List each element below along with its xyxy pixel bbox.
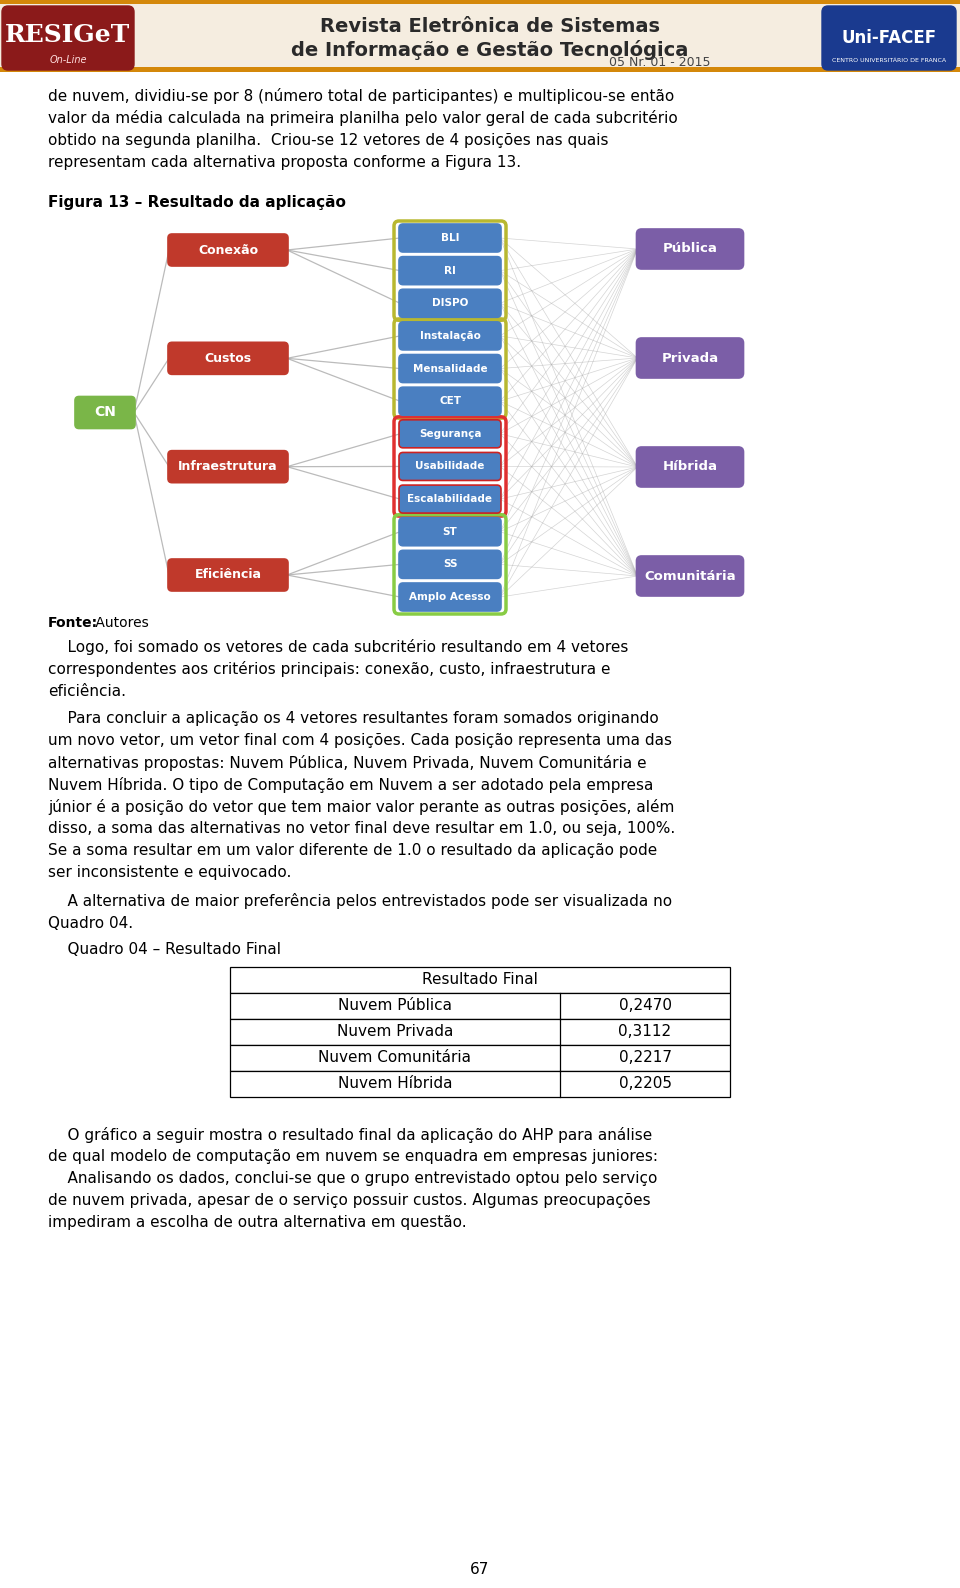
Text: Amplo Acesso: Amplo Acesso — [409, 592, 491, 602]
FancyBboxPatch shape — [399, 322, 501, 349]
Text: Resultado Final: Resultado Final — [422, 972, 538, 988]
Text: RESIGeT: RESIGeT — [6, 22, 131, 48]
Text: DISPO: DISPO — [432, 299, 468, 308]
FancyBboxPatch shape — [636, 556, 743, 596]
Text: valor da média calculada na primeira planilha pelo valor geral de cada subcritér: valor da média calculada na primeira pla… — [48, 110, 678, 125]
Text: Para concluir a aplicação os 4 vetores resultantes foram somados originando: Para concluir a aplicação os 4 vetores r… — [48, 711, 659, 726]
FancyBboxPatch shape — [399, 354, 501, 383]
Text: SS: SS — [443, 559, 457, 570]
Text: Custos: Custos — [204, 353, 252, 365]
Text: Se a soma resultar em um valor diferente de 1.0 o resultado da aplicação pode: Se a soma resultar em um valor diferente… — [48, 843, 658, 859]
Text: Analisando os dados, conclui-se que o grupo entrevistado optou pelo serviço: Analisando os dados, conclui-se que o gr… — [48, 1172, 658, 1186]
Text: 0,2217: 0,2217 — [618, 1051, 671, 1066]
Bar — [230, 992, 730, 1019]
FancyBboxPatch shape — [822, 6, 956, 70]
Text: Segurança: Segurança — [419, 429, 481, 438]
Text: disso, a soma das alternativas no vetor final deve resultar em 1.0, ou seja, 100: disso, a soma das alternativas no vetor … — [48, 821, 675, 837]
Text: obtido na segunda planilha.  Criou-se 12 vetores de 4 posições nas quais: obtido na segunda planilha. Criou-se 12 … — [48, 132, 609, 148]
Text: Figura 13 – Resultado da aplicação: Figura 13 – Resultado da aplicação — [48, 194, 346, 210]
Text: Comunitária: Comunitária — [644, 570, 735, 583]
Text: Fonte:: Fonte: — [48, 616, 98, 630]
Text: CENTRO UNIVERSITÁRIO DE FRANCA: CENTRO UNIVERSITÁRIO DE FRANCA — [832, 57, 946, 62]
Text: Uni-FACEF: Uni-FACEF — [841, 29, 937, 48]
Text: Quadro 04 – Resultado Final: Quadro 04 – Resultado Final — [48, 942, 281, 956]
Text: A alternativa de maior preferência pelos entrevistados pode ser visualizada no: A alternativa de maior preferência pelos… — [48, 892, 672, 908]
Bar — [0, 0, 960, 5]
Text: Nuvem Pública: Nuvem Pública — [338, 999, 452, 1013]
FancyBboxPatch shape — [399, 453, 501, 481]
FancyBboxPatch shape — [399, 224, 501, 252]
Bar — [230, 1019, 730, 1045]
Text: de qual modelo de computação em nuvem se enquadra em empresas juniores:: de qual modelo de computação em nuvem se… — [48, 1150, 658, 1164]
Text: BLI: BLI — [441, 233, 459, 243]
Text: Infraestrutura: Infraestrutura — [179, 461, 277, 473]
Text: um novo vetor, um vetor final com 4 posições. Cada posição representa uma das: um novo vetor, um vetor final com 4 posi… — [48, 734, 672, 748]
Text: 05 Nr. 01 - 2015: 05 Nr. 01 - 2015 — [610, 56, 710, 68]
Text: 0,3112: 0,3112 — [618, 1024, 672, 1040]
FancyBboxPatch shape — [399, 289, 501, 318]
FancyBboxPatch shape — [168, 559, 288, 591]
FancyBboxPatch shape — [168, 233, 288, 267]
FancyBboxPatch shape — [399, 518, 501, 546]
Text: Mensalidade: Mensalidade — [413, 364, 488, 373]
Text: RI: RI — [444, 265, 456, 276]
Text: impediram a escolha de outra alternativa em questão.: impediram a escolha de outra alternativa… — [48, 1215, 467, 1231]
Text: representam cada alternativa proposta conforme a Figura 13.: representam cada alternativa proposta co… — [48, 154, 521, 170]
FancyBboxPatch shape — [168, 343, 288, 375]
Text: Privada: Privada — [661, 351, 719, 365]
Text: alternativas propostas: Nuvem Pública, Nuvem Privada, Nuvem Comunitária e: alternativas propostas: Nuvem Pública, N… — [48, 754, 647, 772]
FancyBboxPatch shape — [75, 397, 135, 429]
Text: de nuvem privada, apesar de o serviço possuir custos. Algumas preocupações: de nuvem privada, apesar de o serviço po… — [48, 1194, 651, 1208]
Text: correspondentes aos critérios principais: conexão, custo, infraestrutura e: correspondentes aos critérios principais… — [48, 661, 611, 676]
Bar — [230, 1070, 730, 1097]
Bar — [0, 0, 960, 71]
Bar — [0, 67, 960, 71]
Text: júnior é a posição do vetor que tem maior valor perante as outras posições, além: júnior é a posição do vetor que tem maio… — [48, 799, 674, 815]
FancyBboxPatch shape — [399, 387, 501, 414]
Text: ser inconsistente e equivocado.: ser inconsistente e equivocado. — [48, 865, 292, 880]
FancyBboxPatch shape — [636, 229, 743, 268]
FancyBboxPatch shape — [168, 451, 288, 483]
Text: de Informação e Gestão Tecnológica: de Informação e Gestão Tecnológica — [291, 40, 688, 60]
Text: 0,2205: 0,2205 — [618, 1077, 671, 1091]
FancyBboxPatch shape — [636, 446, 743, 488]
FancyBboxPatch shape — [399, 257, 501, 284]
Text: eficiência.: eficiência. — [48, 683, 126, 699]
Text: Revista Eletrônica de Sistemas: Revista Eletrônica de Sistemas — [320, 16, 660, 35]
Text: CN: CN — [94, 405, 116, 419]
Text: Autores: Autores — [91, 616, 149, 630]
FancyBboxPatch shape — [2, 6, 134, 70]
Text: Híbrida: Híbrida — [662, 461, 717, 473]
FancyBboxPatch shape — [399, 484, 501, 513]
Text: de nuvem, dividiu-se por 8 (número total de participantes) e multiplicou-se entã: de nuvem, dividiu-se por 8 (número total… — [48, 87, 674, 103]
Text: Nuvem Híbrida: Nuvem Híbrida — [338, 1077, 452, 1091]
Text: Escalabilidade: Escalabilidade — [407, 494, 492, 503]
Text: O gráfico a seguir mostra o resultado final da aplicação do AHP para análise: O gráfico a seguir mostra o resultado fi… — [48, 1127, 652, 1143]
Text: Conexão: Conexão — [198, 243, 258, 257]
Text: Pública: Pública — [662, 243, 717, 256]
Text: Quadro 04.: Quadro 04. — [48, 916, 133, 931]
FancyBboxPatch shape — [399, 551, 501, 578]
Text: On-Line: On-Line — [49, 56, 86, 65]
Text: Nuvem Híbrida. O tipo de Computação em Nuvem a ser adotado pela empresa: Nuvem Híbrida. O tipo de Computação em N… — [48, 777, 654, 792]
Text: 67: 67 — [470, 1563, 490, 1577]
Text: CET: CET — [439, 395, 461, 407]
Text: Eficiência: Eficiência — [195, 569, 261, 581]
Text: Logo, foi somado os vetores de cada subcritério resultando em 4 vetores: Logo, foi somado os vetores de cada subc… — [48, 638, 629, 654]
Bar — [230, 967, 730, 992]
Bar — [230, 1045, 730, 1070]
Text: 0,2470: 0,2470 — [618, 999, 671, 1013]
FancyBboxPatch shape — [399, 419, 501, 448]
Text: Instalação: Instalação — [420, 330, 480, 341]
FancyBboxPatch shape — [636, 338, 743, 378]
Text: Nuvem Privada: Nuvem Privada — [337, 1024, 453, 1040]
Text: Usabilidade: Usabilidade — [416, 462, 485, 472]
Text: ST: ST — [443, 527, 457, 537]
FancyBboxPatch shape — [399, 583, 501, 611]
Text: Nuvem Comunitária: Nuvem Comunitária — [319, 1051, 471, 1066]
